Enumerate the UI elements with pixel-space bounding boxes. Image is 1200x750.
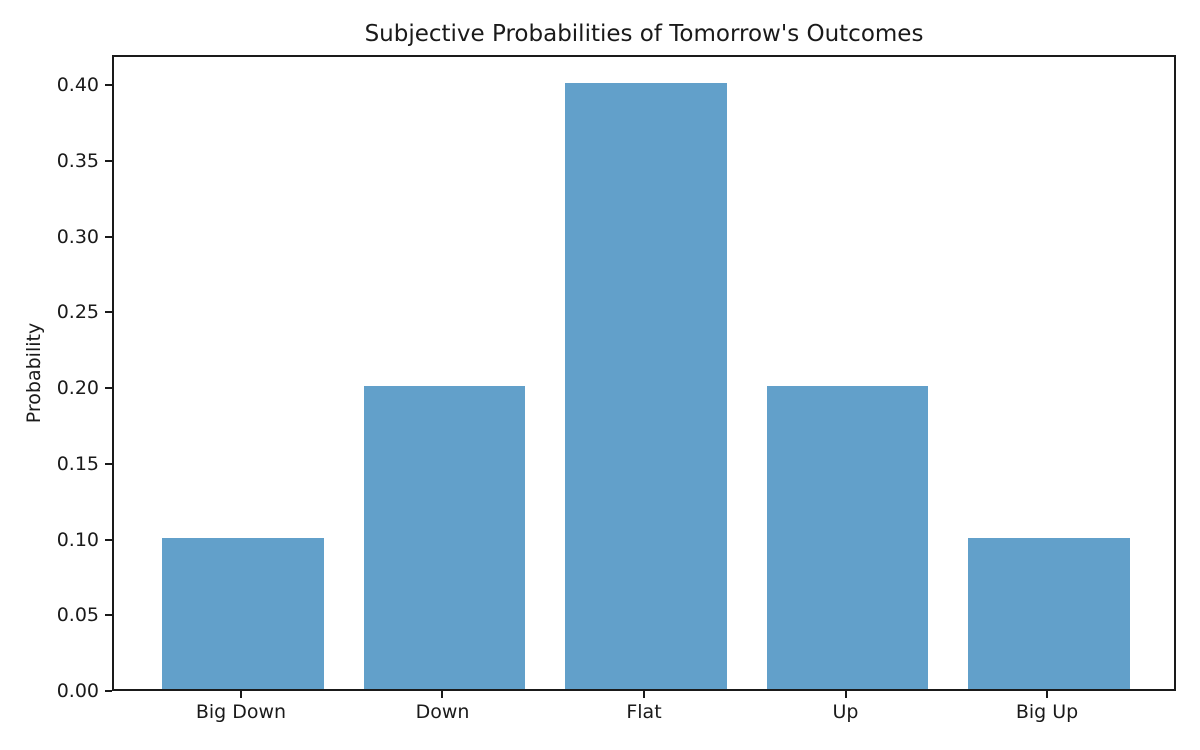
x-tick-label-big-down: Big Down <box>195 701 287 723</box>
y-tick-label: 0.00 <box>56 680 99 702</box>
y-tick-mark <box>105 614 112 617</box>
y-tick-mark <box>105 690 112 692</box>
y-tick-mark <box>105 235 112 238</box>
chart-title: Subjective Probabilities of Tomorrow's O… <box>364 21 924 47</box>
y-tick-mark <box>105 311 112 314</box>
y-tick-label: 0.35 <box>56 150 99 172</box>
bar-flat <box>565 83 727 689</box>
y-tick-mark <box>105 84 112 87</box>
x-tick-mark <box>844 691 847 698</box>
bar-big-up <box>968 537 1130 689</box>
y-tick-label: 0.20 <box>56 377 99 400</box>
y-axis-label: Probability <box>23 322 45 424</box>
y-tick-label: 0.15 <box>56 452 99 475</box>
y-tick-label: 0.05 <box>56 604 99 627</box>
y-tick-label: 0.25 <box>56 301 99 324</box>
y-tick-label: 0.10 <box>56 528 99 551</box>
x-tick-label-flat: Flat <box>626 701 662 723</box>
bar-down <box>363 386 526 689</box>
bar-up <box>766 386 929 689</box>
bar-big-down <box>162 537 324 689</box>
y-tick-mark <box>105 462 112 465</box>
y-tick-mark <box>105 160 112 162</box>
x-tick-label-down: Down <box>415 701 470 723</box>
x-tick-mark <box>239 691 242 698</box>
x-tick-label-up: Up <box>832 701 859 723</box>
x-tick-mark <box>441 691 444 698</box>
y-tick-mark <box>105 387 112 390</box>
plot-area <box>112 55 1176 691</box>
x-tick-mark <box>1046 691 1049 698</box>
y-tick-mark <box>105 538 112 541</box>
x-tick-mark <box>643 691 645 698</box>
x-tick-label-big-up: Big Up <box>1015 701 1079 723</box>
y-tick-label: 0.30 <box>56 225 99 248</box>
y-tick-label: 0.40 <box>56 74 99 97</box>
